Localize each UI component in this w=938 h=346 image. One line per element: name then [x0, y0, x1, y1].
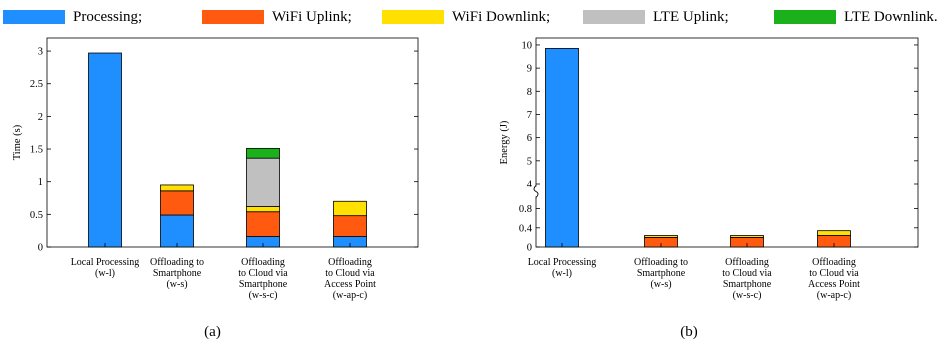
x-tick-label-a: (w-s)	[166, 279, 187, 290]
x-tick-label-a: to Cloud via	[325, 268, 375, 279]
x-tick-label-a: to Cloud via	[238, 268, 288, 279]
bar-segment-a	[246, 211, 280, 237]
y-tick-label-b: 0.8	[519, 204, 532, 215]
legend-label-lte-downlink: LTE Downlink.	[844, 9, 938, 25]
x-tick-label-a: (w-ap-c)	[333, 290, 367, 301]
legend-label-wifi-downlink: WiFi Downlink;	[452, 9, 551, 25]
bar-segment-a	[160, 184, 194, 192]
bar-segment-b	[730, 235, 764, 238]
x-tick-label-b: Smartphone	[637, 268, 686, 279]
x-tick-label-b: Offloading	[725, 257, 769, 268]
bar-segment-a	[333, 200, 367, 217]
y-tick-label-b: 0.4	[519, 223, 533, 234]
x-tick-label-a: (w-s-c)	[249, 290, 278, 301]
chart-legend: Processing; WiFi Uplink; WiFi Downlink; …	[0, 0, 938, 34]
x-tick-label-a: Offloading	[241, 257, 285, 268]
panel-label-b: (b)	[680, 324, 698, 340]
x-tick-label-b: (w-ap-c)	[817, 290, 851, 301]
bar-segment-a	[246, 206, 280, 213]
y-axis-label-b: Energy (J)	[499, 120, 510, 164]
legend-item-lte-uplink: LTE Uplink;	[583, 8, 729, 26]
legend-swatch-lte-uplink	[583, 10, 645, 24]
x-tick-label-b: Access Point	[808, 279, 860, 290]
x-tick-label-b: Offloading	[812, 257, 856, 268]
x-tick-label-a: (w-l)	[95, 268, 115, 279]
y-tick-label-b: 4	[527, 180, 533, 191]
y-axis-label-a: Time (s)	[12, 124, 23, 160]
y-tick-label-b: 7	[527, 110, 532, 121]
legend-swatch-wifi-downlink	[382, 10, 444, 24]
bar-segment-a	[333, 215, 367, 237]
legend-swatch-lte-downlink	[774, 10, 836, 24]
bar-segment-a	[160, 214, 194, 248]
y-tick-label-b: 10	[522, 40, 533, 51]
x-tick-label-a: Access Point	[324, 279, 376, 290]
x-tick-label-b: (w-s)	[650, 279, 671, 290]
bar-segment-b	[545, 48, 579, 248]
y-tick-label-b: 0	[527, 243, 532, 254]
panel-label-a: (a)	[204, 324, 221, 340]
y-tick-label-b: 6	[527, 133, 532, 144]
bar-segment-a	[160, 190, 194, 216]
y-tick-label-b: 9	[527, 64, 532, 75]
x-tick-label-b: Local Processing	[528, 257, 597, 268]
x-tick-label-a: Smartphone	[239, 279, 288, 290]
x-tick-label-a: Smartphone	[153, 268, 202, 279]
legend-item-wifi-uplink: WiFi Uplink;	[202, 8, 352, 26]
chart-panel-b: 0 0.4 0.8 4 5 6 7 8 9 10 Energy (J) Local Processin…	[499, 37, 919, 340]
x-tick-label-b: (w-s-c)	[733, 290, 762, 301]
bar-segment-b	[644, 235, 678, 238]
bar-segment-a	[246, 147, 280, 159]
x-tick-label-a: Offloading	[328, 257, 372, 268]
legend-item-lte-downlink: LTE Downlink.	[774, 8, 938, 26]
x-tick-label-b: to Cloud via	[809, 268, 859, 279]
y-tick-label-a: 0	[38, 243, 43, 254]
y-tick-label-a: 3	[38, 47, 43, 58]
y-tick-label-b: 8	[527, 87, 532, 98]
y-tick-label-a: 0.5	[30, 210, 43, 221]
x-tick-label-a: Local Processing	[71, 257, 140, 268]
x-tick-label-b: Smartphone	[723, 279, 772, 290]
x-tick-label-b: (w-l)	[552, 268, 572, 279]
y-tick-label-a: 2.5	[30, 79, 43, 90]
legend-item-wifi-downlink: WiFi Downlink;	[382, 8, 550, 26]
x-tick-label-b: Offloading to	[634, 257, 688, 268]
y-tick-label-b: 5	[527, 156, 532, 167]
plot-frame-b	[535, 37, 919, 248]
y-tick-label-a: 2	[38, 112, 43, 123]
y-tick-label-a: 1	[38, 177, 43, 188]
bar-segment-a	[88, 52, 122, 248]
x-tick-label-a: Offloading to	[150, 257, 204, 268]
legend-label-lte-uplink: LTE Uplink;	[653, 9, 729, 25]
legend-label-processing: Processing;	[73, 9, 143, 25]
bar-segment-b	[817, 230, 851, 236]
plot-frame-a	[46, 37, 419, 248]
y-tick-label-a: 1.5	[30, 145, 43, 156]
legend-label-wifi-uplink: WiFi Uplink;	[272, 9, 352, 25]
axis-break-mark	[533, 185, 539, 198]
bar-segment-a	[246, 157, 280, 207]
x-tick-label-b: to Cloud via	[722, 268, 772, 279]
legend-swatch-processing	[3, 10, 65, 24]
legend-item-processing: Processing;	[3, 8, 142, 26]
legend-swatch-wifi-uplink	[202, 10, 264, 24]
